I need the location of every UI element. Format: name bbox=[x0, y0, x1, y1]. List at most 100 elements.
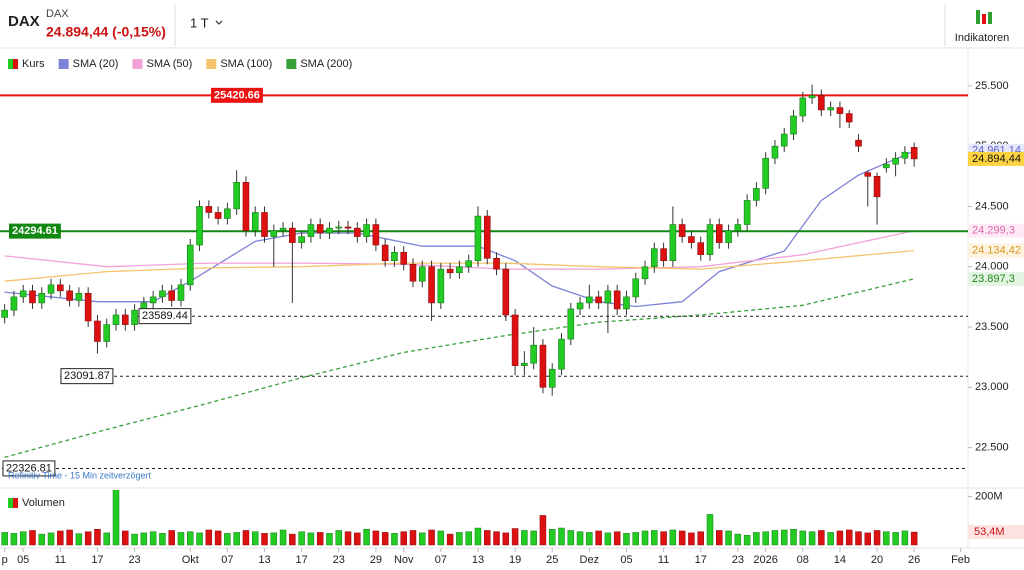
candle-body bbox=[57, 284, 64, 292]
candle-body bbox=[196, 206, 203, 246]
icon bbox=[982, 14, 986, 24]
interval-dropdown[interactable]: 1 T bbox=[190, 15, 223, 30]
volume-bar bbox=[465, 531, 472, 546]
x-tick-label: Feb bbox=[951, 554, 970, 566]
volume-bar bbox=[307, 532, 315, 546]
axis-value-label: 24.299,3 bbox=[972, 225, 1015, 237]
candle-body bbox=[307, 224, 315, 237]
interval-label[interactable]: 1 T bbox=[190, 15, 209, 30]
volume-bar bbox=[613, 531, 621, 546]
candle-body bbox=[186, 244, 194, 286]
volume-bar bbox=[196, 532, 203, 546]
volume-bar bbox=[363, 528, 370, 546]
volume-bar bbox=[632, 532, 639, 546]
volume-bar bbox=[75, 533, 83, 546]
candle-body bbox=[855, 139, 862, 147]
volume-bar bbox=[836, 530, 844, 546]
candle-body bbox=[864, 172, 872, 177]
candle-body bbox=[326, 227, 333, 234]
volume-bar bbox=[316, 532, 324, 546]
candle-body bbox=[418, 266, 426, 282]
candle-body bbox=[595, 296, 602, 304]
volume-bar bbox=[845, 529, 853, 546]
x-tick-label: 11 bbox=[658, 554, 669, 566]
volume-bar bbox=[446, 533, 454, 546]
sma-line bbox=[4, 278, 915, 458]
candle-body bbox=[883, 163, 890, 169]
volume-bar bbox=[47, 532, 55, 546]
legend-label: SMA (200) bbox=[300, 58, 352, 70]
y-tick-label: 22.500 bbox=[975, 442, 1009, 454]
chart-title: DAX bbox=[8, 13, 40, 30]
candle-body bbox=[706, 224, 714, 255]
candle-body bbox=[214, 212, 222, 219]
candle-body bbox=[799, 97, 807, 117]
candle-body bbox=[103, 324, 111, 342]
note: Refinitiv Time - 15 Min zeitverzögert bbox=[8, 470, 152, 480]
candle-body bbox=[47, 284, 55, 294]
volume-bar bbox=[112, 490, 120, 546]
volume-bar bbox=[483, 530, 491, 546]
candle-body bbox=[780, 133, 788, 147]
legend-swatch bbox=[58, 59, 69, 69]
volume-bar bbox=[214, 530, 222, 546]
indicators-button[interactable]: Indikatoren bbox=[955, 10, 1009, 44]
volume-bar bbox=[354, 532, 361, 546]
volume-bar bbox=[558, 527, 565, 546]
chevron bbox=[215, 20, 223, 25]
volume-bar bbox=[762, 531, 769, 546]
x-tick-label: 11 bbox=[55, 554, 66, 566]
level-label: 22326.81 bbox=[6, 462, 52, 474]
label-box bbox=[9, 223, 61, 239]
candle-body bbox=[753, 188, 760, 201]
candle-body bbox=[29, 290, 36, 304]
candle-body bbox=[279, 227, 287, 231]
candle-body bbox=[251, 212, 259, 231]
volume-bar bbox=[326, 533, 333, 546]
volume-bar bbox=[511, 528, 519, 546]
candle-body bbox=[743, 200, 751, 225]
axis-value-box bbox=[968, 223, 1024, 238]
volume-bar bbox=[734, 533, 742, 546]
volume-bar bbox=[289, 533, 296, 546]
volume-bar bbox=[586, 532, 593, 546]
volume-bar bbox=[270, 532, 278, 546]
candle-body bbox=[428, 266, 435, 304]
candle-body bbox=[734, 224, 742, 231]
indicators-label[interactable]: Indikatoren bbox=[955, 32, 1009, 44]
label-box bbox=[60, 368, 114, 385]
candle-body bbox=[66, 290, 73, 301]
volume-bar bbox=[233, 532, 240, 546]
candle-body bbox=[762, 157, 769, 189]
price-label: 24.894,44 (-0,15%) bbox=[46, 24, 166, 40]
legend-swatch bbox=[286, 59, 297, 69]
candle-body bbox=[298, 236, 305, 243]
volume-bar bbox=[122, 530, 129, 546]
volume-bar bbox=[827, 532, 834, 546]
candle-body bbox=[400, 251, 408, 265]
volume-bar bbox=[548, 528, 556, 546]
candle-body bbox=[289, 227, 296, 243]
x-tick-label: 17 bbox=[695, 554, 707, 566]
x-tick-label: 07 bbox=[221, 554, 233, 566]
volume-bar bbox=[883, 531, 890, 546]
candle-body bbox=[233, 182, 240, 210]
candle-body bbox=[567, 308, 575, 340]
legend-swatch bbox=[8, 59, 13, 69]
candle-body bbox=[465, 260, 472, 268]
candle-body bbox=[827, 107, 834, 111]
axis-value-label: 24.894,44 bbox=[972, 153, 1021, 165]
candle-body bbox=[316, 224, 324, 234]
candle-body bbox=[660, 248, 667, 262]
x-tick-label: 23 bbox=[333, 554, 345, 566]
overlay: 22.50023.00023.50024.00024.50025.00025.5… bbox=[2, 58, 1024, 566]
chart-subtitle: DAX bbox=[46, 8, 69, 20]
label-box bbox=[138, 308, 192, 325]
legend-label: SMA (20) bbox=[73, 58, 119, 70]
candle-body bbox=[651, 248, 658, 268]
volume-bar bbox=[706, 514, 714, 546]
volume-bar bbox=[38, 533, 46, 546]
volume-bar bbox=[595, 530, 602, 546]
candle-body bbox=[437, 268, 445, 304]
